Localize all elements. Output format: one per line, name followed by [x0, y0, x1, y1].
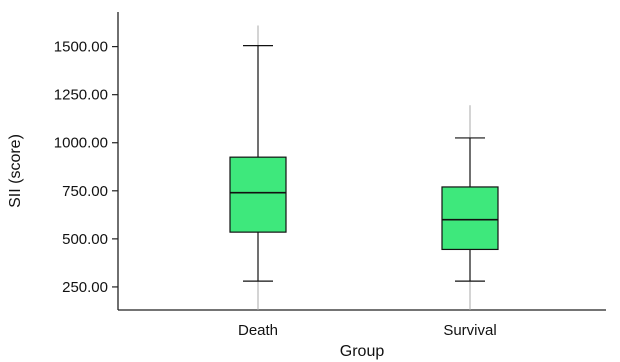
iqr-box [441, 186, 499, 251]
x-tick-label: Death [238, 322, 278, 339]
y-axis-ticks: 250.00 500.00 750.00 1000.00 1250.00 1500.00 [54, 39, 118, 296]
y-tick-label: 750.00 [62, 183, 108, 200]
y-tick-label: 1250.00 [54, 87, 108, 104]
y-axis-title: SII (score) [7, 134, 24, 208]
y-tick-label: 1500.00 [54, 39, 108, 56]
y-tick-label: 250.00 [62, 279, 108, 296]
x-axis-ticks: Death Survival [238, 322, 497, 339]
x-axis-title: Group [340, 343, 385, 360]
x-tick-label: Survival [443, 322, 496, 339]
box-death [229, 25, 287, 310]
y-tick-label: 1000.00 [54, 135, 108, 152]
iqr-box [229, 156, 287, 233]
y-tick-label: 500.00 [62, 231, 108, 248]
box-series [229, 25, 499, 310]
plot-area: 250.00500.00750.001000.001250.001500.00 … [54, 12, 606, 339]
box-survival [441, 105, 499, 310]
